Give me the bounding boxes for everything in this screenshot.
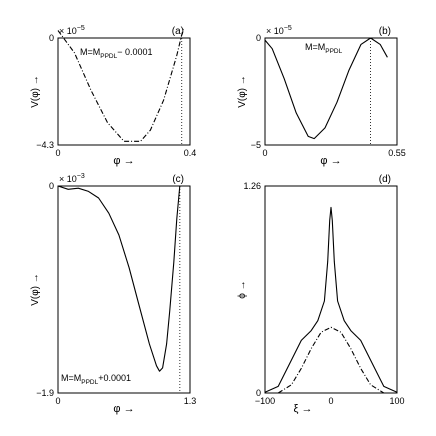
y-tick-label: −4.3 xyxy=(36,140,54,150)
x-axis-label: φ → xyxy=(113,155,134,167)
panel-label: (d) xyxy=(379,174,391,185)
plot-frame xyxy=(264,37,398,146)
x-tick-label: 1.3 xyxy=(184,396,197,406)
x-axis-label: φ → xyxy=(320,155,341,167)
x-tick-label: 0 xyxy=(328,396,333,406)
panel-3: (c)× 10−3V(φ) →φ →0 1.30−1.9M=MPPDL+0.000… xyxy=(30,173,196,415)
series-line-2 xyxy=(277,326,385,394)
y-axis-label: V(φ) → xyxy=(237,75,248,108)
y-tick-label: 0 xyxy=(256,33,261,43)
x-tick-label: 0.4 xyxy=(184,148,197,158)
y-exponent-label: × 10−5 xyxy=(266,25,292,36)
x-tick-label: −100 xyxy=(255,396,275,406)
x-tick-label: 0 xyxy=(55,148,60,158)
annotation-label: M=MPPDL+0.0001 xyxy=(61,373,131,386)
y-exponent-label: × 10−5 xyxy=(59,25,85,36)
y-tick-label: 0 xyxy=(49,181,54,191)
y-exponent-label: × 10−3 xyxy=(59,173,85,184)
annotation-label: M=MPPDL− 0.0001 xyxy=(80,47,153,60)
series-line-1 xyxy=(264,37,388,140)
y-axis-label: V(φ) → xyxy=(30,75,41,108)
panel-2: (b)× 10−5V(φ) →φ →0 0.550−5M=MPPDL xyxy=(237,25,406,167)
y-axis-label: ϕ → xyxy=(237,280,248,298)
series-line-1 xyxy=(57,27,184,142)
panel-label: (a) xyxy=(172,26,184,37)
annotation-label: M=MPPDL xyxy=(305,42,343,55)
y-tick-label: 0 xyxy=(49,33,54,43)
plot-frame xyxy=(57,185,191,394)
x-tick-label: 0.55 xyxy=(388,148,406,158)
x-axis-label: φ → xyxy=(113,403,134,415)
x-tick-label: 0 xyxy=(262,148,267,158)
y-tick-label: 0 xyxy=(256,388,261,398)
y-axis-label: V(φ) → xyxy=(30,273,41,306)
plot-frame xyxy=(264,185,398,394)
x-axis-label: ξ → xyxy=(294,403,313,415)
panel-label: (b) xyxy=(379,26,391,37)
x-tick-label: 100 xyxy=(389,396,404,406)
x-tick-label: 0 xyxy=(55,396,60,406)
plot-frame xyxy=(57,37,191,146)
y-tick-label: −5 xyxy=(251,140,261,150)
series-line-1 xyxy=(57,185,181,372)
series-line-1 xyxy=(264,206,398,393)
panel-1: (a)× 10−5V(φ) →φ →0 0.40−4.3M=MPPDL− 0.00… xyxy=(30,25,196,167)
y-tick-label: −1.9 xyxy=(36,388,54,398)
panel-label: (c) xyxy=(172,174,184,185)
y-tick-label: 1.26 xyxy=(243,181,261,191)
